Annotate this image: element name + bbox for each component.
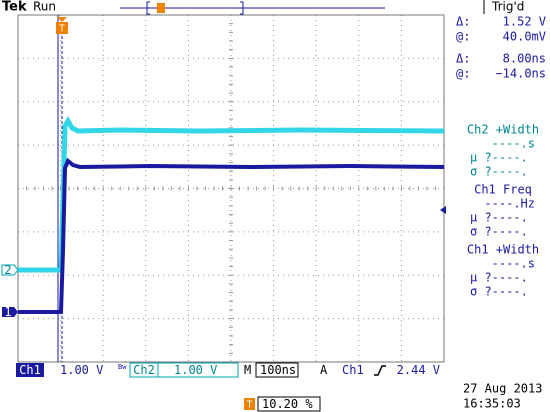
- trigger-label: A: [320, 363, 328, 377]
- measurement-title: Ch1 Freq: [474, 183, 532, 197]
- cursor-label: Δ:: [456, 15, 470, 29]
- bandwidth-flag: Bw: [118, 363, 127, 371]
- ch2-marker-box: [1, 264, 19, 276]
- ch1-label-box: [16, 363, 44, 377]
- graticule: [18, 15, 444, 362]
- timebase: 100ns: [260, 363, 296, 377]
- trigger-position-frame: [257, 396, 321, 412]
- trigger-marker-box: [56, 22, 68, 34]
- ch2-scale: 1.00 V: [174, 363, 217, 377]
- ch2-label: Ch2: [133, 363, 155, 377]
- graticule-border: [17, 14, 445, 363]
- trigger-status: Trig'd: [491, 0, 524, 14]
- measurement-mean: μ ?----.: [470, 211, 528, 225]
- time: 16:35:03: [463, 397, 521, 411]
- record-trigger: [157, 3, 165, 13]
- cursor-value: 8.00ns: [503, 52, 546, 66]
- trigger-arrow: [57, 17, 67, 22]
- ch2-scale-box: [157, 362, 239, 378]
- measurement-std: σ ?----.: [470, 165, 528, 179]
- trigger-position: 10.20 %: [262, 397, 313, 411]
- measurement-title: Ch1 +Width: [467, 243, 539, 257]
- measurement-mean: μ ?----.: [470, 271, 528, 285]
- date: 27 Aug 2013: [463, 382, 542, 396]
- cursor-label: @:: [456, 30, 470, 44]
- trigger-slope-icon: [374, 365, 386, 376]
- measurement-value: ----.Hz: [484, 197, 535, 211]
- trigger-source: Ch1: [342, 363, 364, 377]
- ch1-label: Ch1: [19, 363, 41, 377]
- ch1-marker-box: [2, 307, 18, 317]
- measurement-std: σ ?----.: [470, 285, 528, 299]
- run-status: Run: [33, 0, 56, 14]
- timebase-box: [255, 362, 299, 378]
- measurement-std: σ ?----.: [470, 225, 528, 239]
- trigger-position-box: [244, 398, 255, 410]
- measurement-value: ----.s: [492, 137, 535, 151]
- cursor-value: 40.0mV: [503, 30, 546, 44]
- trigger-position-marker: T: [246, 400, 252, 411]
- cursor-value: 1.52 V: [503, 15, 546, 29]
- measurement-value: ----.s: [492, 257, 535, 271]
- ch1-scale: 1.00 V: [60, 363, 103, 377]
- cursor-label: Δ:: [456, 52, 470, 66]
- measurement-mean: μ ?----.: [470, 151, 528, 165]
- ch2-marker: 2: [4, 263, 11, 277]
- cursor-label: @:: [456, 67, 470, 81]
- timebase-label: M: [244, 363, 251, 377]
- trigger-marker: T: [59, 24, 65, 35]
- brand: Tek: [2, 0, 27, 15]
- cursor-value: −14.0ns: [495, 67, 546, 81]
- measurement-title: Ch2 +Width: [467, 123, 539, 137]
- record-window: [146, 1, 244, 15]
- ch1-marker: 1: [4, 305, 11, 319]
- ch1-waveform: [18, 157, 445, 314]
- trigger-level-arrow: [440, 206, 446, 214]
- trigger-level: 2.44 V: [397, 363, 440, 377]
